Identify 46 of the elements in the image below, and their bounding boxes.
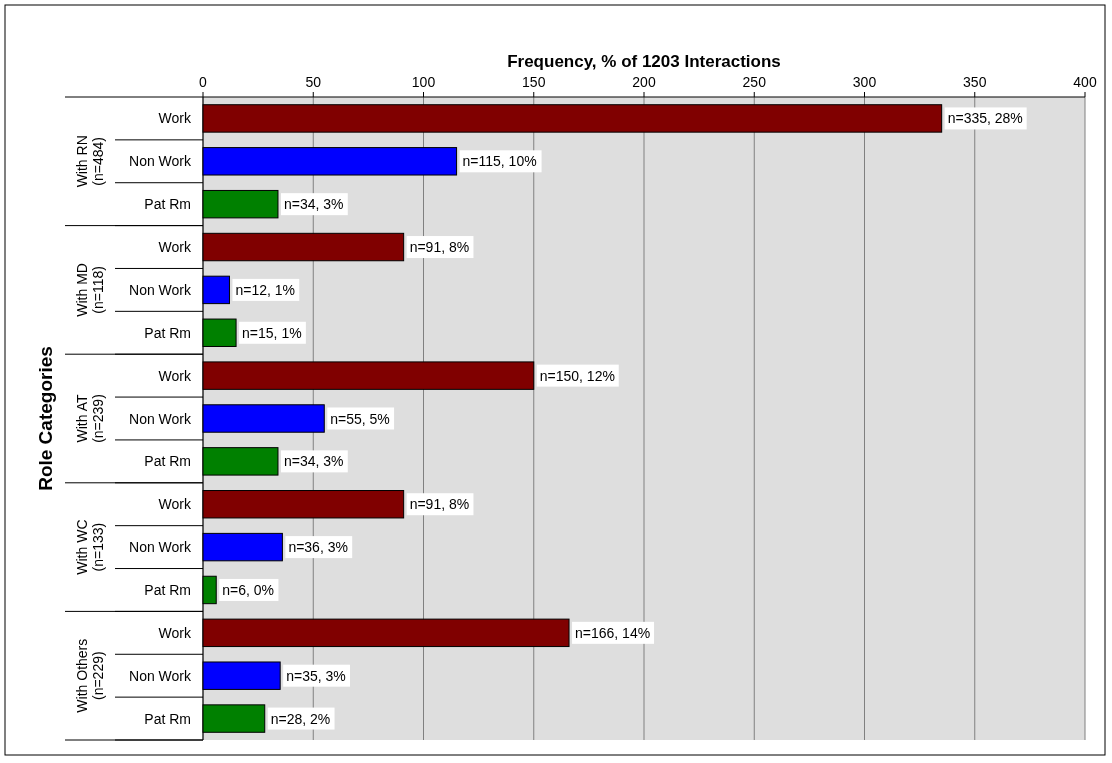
y-tick-label: Work bbox=[158, 110, 192, 127]
y-tick-label: Pat Rm bbox=[144, 710, 191, 727]
data-label: n=91, 8% bbox=[409, 239, 470, 256]
text: With RN (n=484) bbox=[74, 135, 106, 188]
y-tick-label: Pat Rm bbox=[144, 453, 191, 470]
data-label: n=28, 2% bbox=[270, 710, 331, 727]
data-label: n=335, 28% bbox=[947, 110, 1023, 127]
data-label: n=35, 3% bbox=[286, 667, 346, 684]
y-tick-label: Non Work bbox=[129, 667, 192, 684]
data-label: n=34, 3% bbox=[283, 453, 344, 470]
data-label: n=115, 10% bbox=[462, 153, 537, 170]
text: With AT (n=239) bbox=[74, 394, 106, 443]
y-tick-label: Pat Rm bbox=[144, 324, 191, 341]
data-label: n=15, 1% bbox=[242, 324, 302, 341]
data-label: n=166, 14% bbox=[575, 624, 651, 641]
x-tick-label: 200 bbox=[632, 74, 656, 90]
x-tick-label: 0 bbox=[199, 74, 208, 90]
y-axis-title: Role Categories bbox=[35, 346, 56, 491]
y-tick-label: Work bbox=[158, 496, 192, 513]
data-label: n=91, 8% bbox=[409, 496, 470, 513]
y-tick-label: Non Work bbox=[129, 153, 192, 170]
x-tick-label: 250 bbox=[742, 74, 767, 90]
y-tick-label: Non Work bbox=[129, 281, 192, 298]
x-tick-label: 300 bbox=[852, 74, 877, 90]
y-tick-label: Work bbox=[158, 624, 192, 641]
text: With MD (n=118) bbox=[74, 263, 106, 317]
x-tick-label: 100 bbox=[411, 74, 436, 90]
x-tick-label: 150 bbox=[522, 74, 546, 90]
x-tick-label: 400 bbox=[1073, 74, 1097, 90]
y-tick-label: Pat Rm bbox=[144, 196, 191, 213]
y-tick-label: Non Work bbox=[129, 539, 192, 556]
y-tick-label: Non Work bbox=[129, 410, 192, 427]
x-axis-title: Frequency, % of 1203 Interactions bbox=[507, 52, 781, 71]
data-label: n=12, 1% bbox=[235, 281, 296, 298]
data-label: n=55, 5% bbox=[330, 410, 390, 427]
data-label: n=36, 3% bbox=[288, 539, 348, 556]
text: With Others (n=229) bbox=[74, 638, 106, 713]
x-tick-label: 50 bbox=[305, 74, 322, 90]
data-label: n=150, 12% bbox=[539, 367, 615, 384]
data-label: n=6, 0% bbox=[222, 581, 274, 598]
y-tick-label: Pat Rm bbox=[144, 581, 191, 598]
data-label: n=34, 3% bbox=[283, 196, 344, 213]
text: With WC (n=133) bbox=[74, 519, 106, 575]
x-tick-label: 350 bbox=[963, 74, 987, 90]
y-tick-label: Work bbox=[158, 239, 192, 256]
y-tick-label: Work bbox=[158, 367, 192, 384]
